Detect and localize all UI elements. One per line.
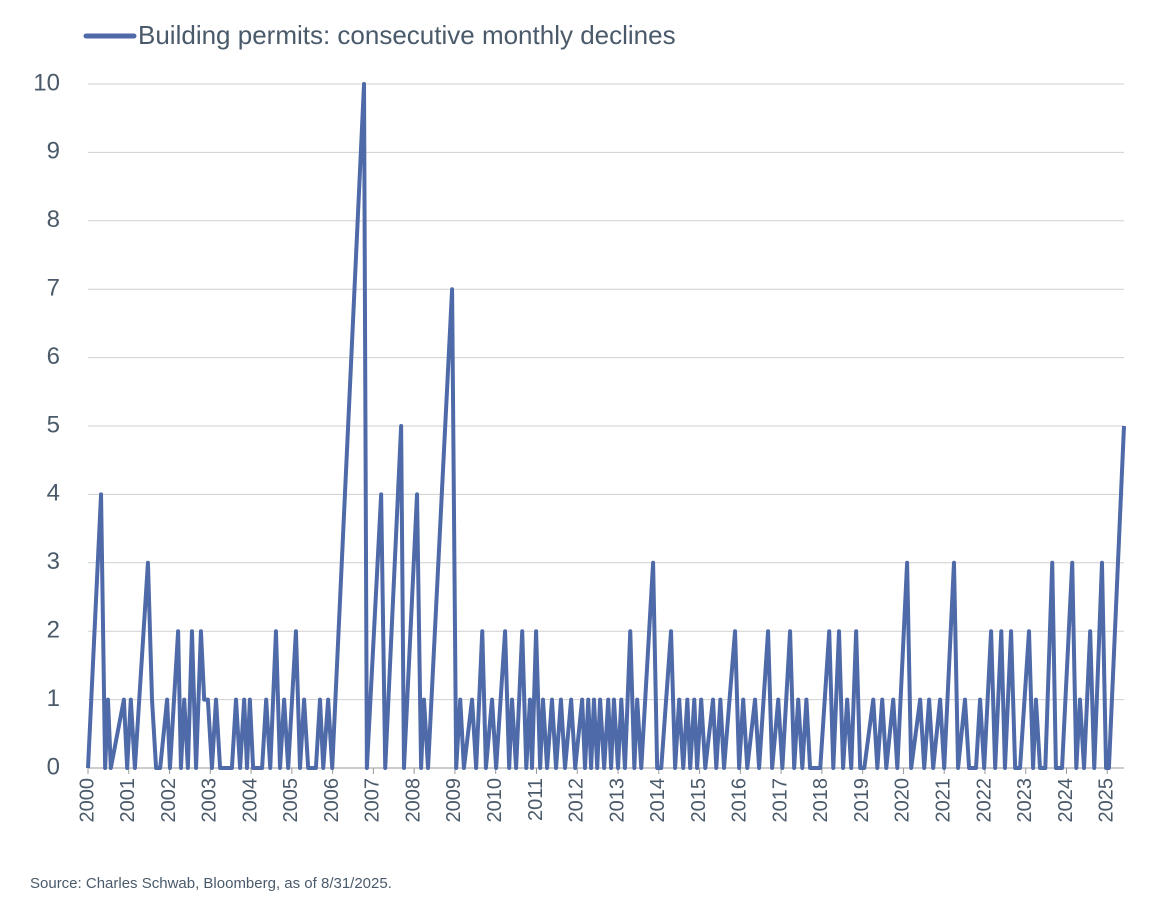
source-note: Source: Charles Schwab, Bloomberg, as of…	[30, 875, 392, 892]
y-tick-label: 6	[47, 343, 60, 370]
x-tick-label: 2003	[199, 778, 221, 823]
x-tick-label: 2022	[973, 778, 995, 823]
legend-label: Building permits: consecutive monthly de…	[138, 20, 676, 50]
x-tick-label: 2010	[484, 778, 506, 823]
x-tick-label: 2011	[525, 778, 547, 821]
x-tick-label: 2016	[729, 778, 751, 823]
x-tick-label: 2006	[321, 778, 343, 823]
y-tick-label: 2	[47, 617, 60, 644]
y-tick-label: 1	[47, 685, 60, 712]
y-tick-label: 0	[47, 753, 60, 780]
y-tick-label: 3	[47, 548, 60, 575]
y-tick-label: 9	[47, 138, 60, 165]
x-tick-label: 2009	[443, 778, 465, 823]
x-tick-label: 2023	[1014, 778, 1036, 823]
x-tick-label: 2001	[117, 778, 139, 823]
x-tick-label: 2007	[362, 778, 384, 823]
x-tick-label: 2000	[76, 778, 98, 823]
x-tick-label: 2025	[1096, 778, 1118, 823]
x-tick-label: 2019	[851, 778, 873, 823]
x-tick-label: 2012	[566, 778, 588, 823]
x-tick-label: 2002	[158, 778, 180, 823]
x-tick-label: 2005	[280, 778, 302, 823]
y-tick-label: 5	[47, 411, 60, 438]
data-line	[86, 82, 1126, 770]
y-tick-label: 7	[47, 275, 60, 302]
x-tick-label: 2014	[647, 778, 669, 823]
y-tick-label: 8	[47, 206, 60, 233]
x-tick-label: 2024	[1055, 778, 1077, 823]
x-tick-label: 2004	[239, 778, 261, 823]
y-tick-label: 4	[47, 480, 60, 507]
x-tick-label: 2013	[606, 778, 628, 823]
x-tick-label: 2018	[810, 778, 832, 823]
x-tick-label: 2015	[688, 778, 710, 823]
x-tick-label: 2008	[402, 778, 424, 823]
x-tick-label: 2021	[932, 778, 954, 823]
x-tick-label: 2017	[769, 778, 791, 823]
x-tick-label: 2020	[892, 778, 914, 823]
y-tick-label: 10	[33, 69, 60, 96]
